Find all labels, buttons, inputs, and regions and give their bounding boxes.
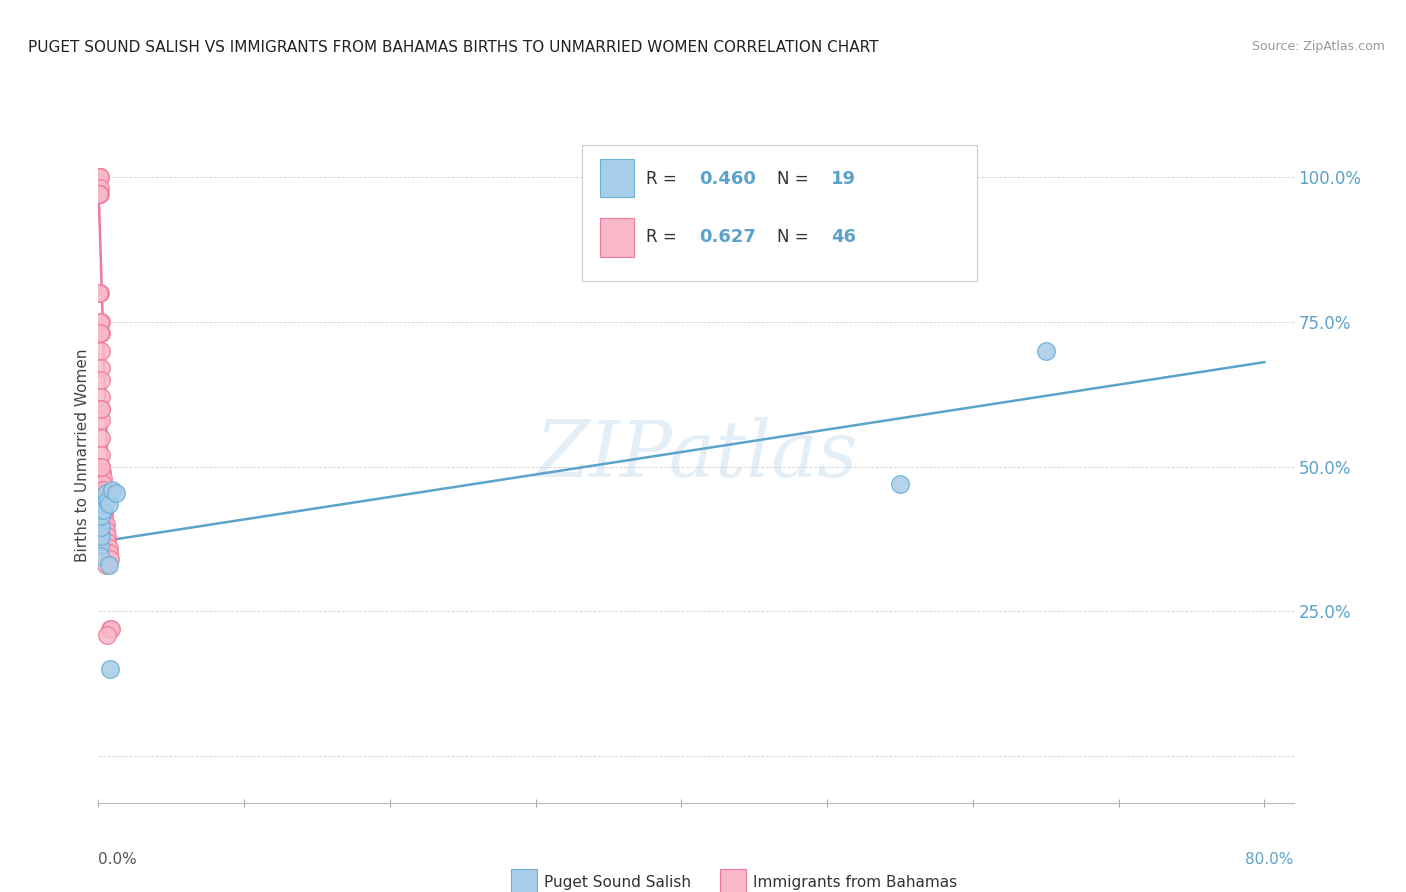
Text: 0.627: 0.627: [700, 228, 756, 246]
Point: [89, 169, 111, 184]
FancyBboxPatch shape: [720, 869, 747, 892]
Text: 46: 46: [831, 228, 856, 246]
Text: 80.0%: 80.0%: [1246, 852, 1294, 866]
Point: [91, 494, 114, 508]
Point: [91, 489, 114, 503]
Point: [90, 390, 112, 404]
Point: [89, 285, 111, 300]
Point: [90, 430, 112, 444]
Point: [90, 401, 112, 416]
Point: [91, 506, 114, 520]
Point: [90, 326, 112, 341]
Point: [90, 503, 112, 517]
Text: PUGET SOUND SALISH VS IMMIGRANTS FROM BAHAMAS BIRTHS TO UNMARRIED WOMEN CORRELAT: PUGET SOUND SALISH VS IMMIGRANTS FROM BA…: [28, 40, 879, 55]
Point: [96, 494, 118, 508]
Point: [89, 187, 111, 202]
Text: Source: ZipAtlas.com: Source: ZipAtlas.com: [1251, 40, 1385, 54]
Point: [90, 529, 112, 543]
Point: [91, 471, 114, 485]
Text: R =: R =: [645, 169, 682, 187]
Point: [89, 549, 111, 564]
FancyBboxPatch shape: [582, 145, 977, 281]
Point: [93, 511, 115, 525]
Point: [96, 628, 118, 642]
Text: R =: R =: [645, 228, 682, 246]
Point: [89, 526, 111, 541]
Text: 0.0%: 0.0%: [98, 852, 138, 866]
FancyBboxPatch shape: [600, 219, 634, 257]
Point: [100, 483, 122, 497]
Point: [98, 662, 121, 677]
Point: [97, 497, 120, 511]
Point: [91, 476, 114, 491]
Point: [1035, 343, 1057, 358]
Point: [89, 187, 111, 202]
Point: [90, 459, 112, 474]
Point: [91, 503, 114, 517]
Point: [89, 326, 111, 341]
Point: [93, 506, 115, 520]
Text: Immigrants from Bahamas: Immigrants from Bahamas: [754, 875, 957, 890]
Y-axis label: Births to Unmarried Women: Births to Unmarried Women: [75, 348, 90, 562]
Point: [97, 546, 120, 561]
Point: [89, 285, 111, 300]
Point: [98, 552, 121, 566]
Point: [91, 497, 114, 511]
Point: [91, 500, 114, 514]
Point: [89, 315, 111, 329]
Point: [89, 169, 111, 184]
Point: [91, 483, 114, 497]
Text: N =: N =: [778, 169, 814, 187]
Point: [94, 558, 117, 573]
Point: [90, 343, 112, 358]
Point: [90, 459, 112, 474]
Point: [94, 523, 117, 537]
Point: [89, 169, 111, 184]
Point: [90, 508, 112, 523]
Point: [89, 181, 111, 195]
Point: [90, 413, 112, 427]
Point: [98, 622, 121, 636]
Point: [90, 448, 112, 462]
FancyBboxPatch shape: [510, 869, 537, 892]
Point: [90, 520, 112, 534]
Point: [89, 169, 111, 184]
Text: ZIPatlas: ZIPatlas: [534, 417, 858, 493]
Text: 0.460: 0.460: [700, 169, 756, 187]
Text: Puget Sound Salish: Puget Sound Salish: [544, 875, 692, 890]
Point: [104, 485, 127, 500]
Point: [90, 401, 112, 416]
Point: [96, 529, 118, 543]
Point: [97, 541, 120, 555]
Point: [90, 360, 112, 375]
Point: [94, 517, 117, 532]
Point: [91, 497, 114, 511]
Point: [89, 187, 111, 202]
Text: 19: 19: [831, 169, 856, 187]
Text: N =: N =: [778, 228, 814, 246]
Point: [89, 538, 111, 552]
Point: [90, 373, 112, 387]
Point: [889, 476, 911, 491]
Point: [96, 534, 118, 549]
Point: [90, 315, 112, 329]
Point: [94, 485, 117, 500]
Point: [91, 466, 114, 480]
Point: [100, 622, 122, 636]
FancyBboxPatch shape: [600, 159, 634, 197]
Point: [97, 558, 120, 573]
